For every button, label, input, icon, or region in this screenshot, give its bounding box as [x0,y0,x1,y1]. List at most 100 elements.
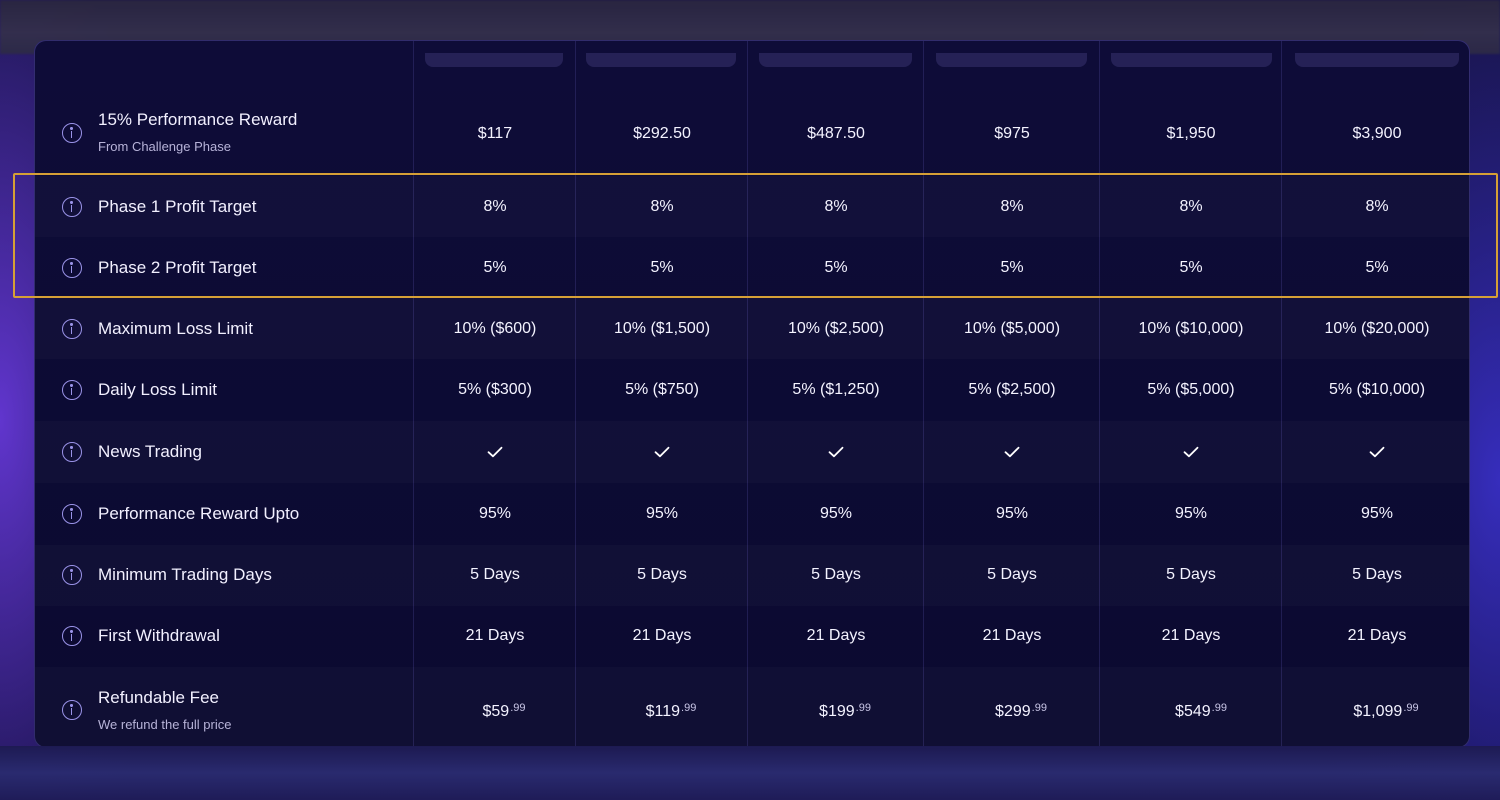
price-cell: $299.99 [995,702,1047,721]
row-label: Minimum Trading Days [98,565,272,584]
row-label-cell: Maximum Loss Limit [35,298,413,359]
price-cents: .99 [1031,702,1047,714]
table-cell: 10% ($600) [453,320,537,337]
table-cell: 10% ($20,000) [1324,320,1430,337]
table-cell: $117 [477,125,513,142]
price-main: $299 [995,703,1031,720]
table-cell: 5% [824,259,848,276]
table-row-phase-1-target: Phase 1 Profit Target 8% 8% 8% 8% 8% 8% [35,176,1469,237]
table-cell: 5% [650,259,674,276]
price-cents: .99 [510,702,526,714]
row-sublabel: From Challenge Phase [98,139,231,154]
row-label-cell: Phase 1 Profit Target [35,176,413,237]
table-row-performance-reward: 15% Performance Reward From Challenge Ph… [35,94,1469,174]
table-cell: 10% ($10,000) [1138,320,1244,337]
info-icon[interactable] [62,319,82,339]
plan-header-button[interactable] [1295,53,1459,67]
table-cell: 5 Days [1352,566,1402,583]
row-label: News Trading [98,442,202,461]
check-icon [1004,446,1020,458]
price-cell: $59.99 [483,702,526,721]
price-cents: .99 [1211,702,1227,714]
row-label-cell: 15% Performance Reward From Challenge Ph… [35,94,413,174]
row-label: First Withdrawal [98,626,220,645]
table-cell: 5% ($10,000) [1328,381,1426,398]
info-icon[interactable] [62,197,82,217]
table-row-minimum-trading-days: Minimum Trading Days 5 Days 5 Days 5 Day… [35,545,1469,606]
row-label-cell: Minimum Trading Days [35,545,413,606]
row-label: Refundable Fee [98,688,219,707]
plan-header-button[interactable] [759,53,912,67]
table-cell: 8% [1179,198,1203,215]
table-cell: 5% ($750) [625,381,699,398]
table-cell: $1,950 [1166,125,1216,142]
table-cell: 5 Days [811,566,861,583]
price-cell: $1,099.99 [1353,702,1418,721]
table-cell: 5% [483,259,507,276]
price-main: $1,099 [1353,703,1403,720]
plan-header-button[interactable] [586,53,736,67]
table-cell: $3,900 [1352,125,1402,142]
table-cell: 95% [819,505,853,522]
table-cell: 21 Days [1161,627,1221,644]
info-icon[interactable] [62,700,82,720]
table-cell: 8% [1000,198,1024,215]
price-cell: $119.99 [646,702,697,721]
table-cell: 5% [1000,259,1024,276]
row-label-cell: Performance Reward Upto [35,483,413,545]
row-label: Maximum Loss Limit [98,319,253,338]
info-icon[interactable] [62,626,82,646]
row-label-cell: Phase 2 Profit Target [35,237,413,298]
plan-header-button[interactable] [1111,53,1272,67]
table-cell: 95% [478,505,512,522]
table-cell: 95% [1360,505,1394,522]
table-cell: 8% [824,198,848,215]
plan-header-button[interactable] [425,53,563,67]
table-cell: 95% [645,505,679,522]
table-cell: 95% [995,505,1029,522]
plan-header-button[interactable] [936,53,1087,67]
check-icon [828,446,844,458]
info-icon[interactable] [62,565,82,585]
table-cell: 5 Days [1166,566,1216,583]
table-cell: 10% ($2,500) [787,320,885,337]
table-row-news-trading: News Trading [35,421,1469,483]
table-row-performance-reward-upto: Performance Reward Upto 95% 95% 95% 95% … [35,483,1469,545]
table-cell: 21 Days [982,627,1042,644]
info-icon[interactable] [62,123,82,143]
table-cell: 5% ($2,500) [968,381,1056,398]
info-icon[interactable] [62,258,82,278]
table-row-refundable-fee: Refundable Fee We refund the full price … [35,667,1469,747]
info-icon[interactable] [62,442,82,462]
table-cell: 95% [1174,505,1208,522]
table-cell: 10% ($5,000) [963,320,1061,337]
info-icon[interactable] [62,504,82,524]
row-label: Daily Loss Limit [98,380,218,399]
row-label-cell: Refundable Fee We refund the full price [35,667,413,747]
table-cell: 21 Days [806,627,866,644]
row-label-cell: Daily Loss Limit [35,359,413,421]
table-cell: 5% [1365,259,1389,276]
table-row-phase-2-target: Phase 2 Profit Target 5% 5% 5% 5% 5% 5% [35,237,1469,298]
table-row-first-withdrawal: First Withdrawal 21 Days 21 Days 21 Days… [35,606,1469,667]
row-sublabel: We refund the full price [98,717,232,732]
row-label-cell: News Trading [35,421,413,483]
table-cell: 8% [483,198,507,215]
table-cell: 8% [1365,198,1389,215]
table-cell: 5% ($300) [458,381,532,398]
table-row-maximum-loss: Maximum Loss Limit 10% ($600) 10% ($1,50… [35,298,1469,359]
table-cell: $292.50 [633,125,691,142]
check-icon [1183,446,1199,458]
info-icon[interactable] [62,380,82,400]
price-main: $199 [819,703,855,720]
price-cents: .99 [681,702,697,714]
price-main: $549 [1175,703,1211,720]
table-cell: 5% ($5,000) [1147,381,1235,398]
table-cell: $975 [994,125,1030,142]
comparison-table: 15% Performance Reward From Challenge Ph… [34,40,1470,748]
price-main: $119 [645,703,681,720]
row-label: 15% Performance Reward [98,110,298,129]
table-cell: 8% [650,198,674,215]
price-cents: .99 [855,702,871,714]
